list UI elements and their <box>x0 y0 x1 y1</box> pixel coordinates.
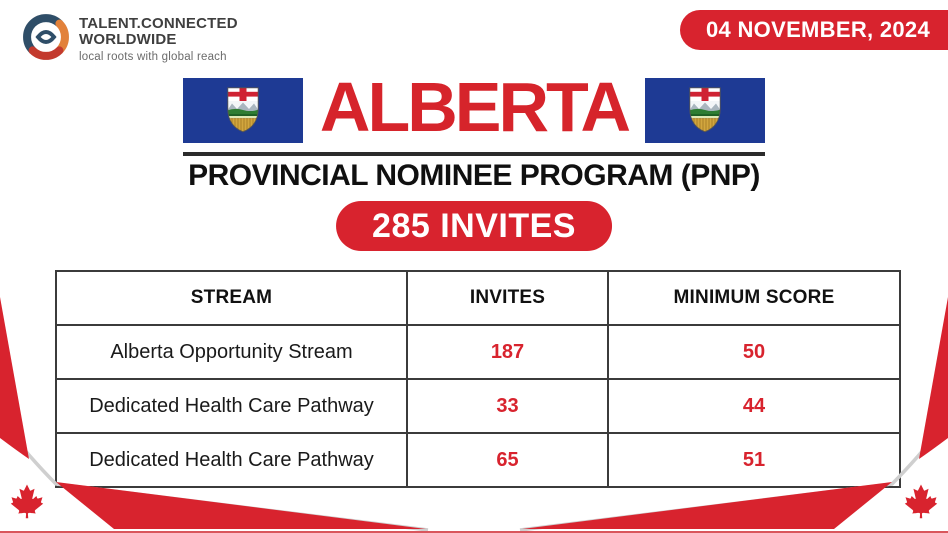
title-divider <box>183 152 765 156</box>
header-minimum-score: MINIMUM SCORE <box>607 270 901 326</box>
min-score-cell: 50 <box>607 324 901 380</box>
invites-cell: 65 <box>406 432 609 488</box>
date-badge: 04 NOVEMBER, 2024 <box>680 10 948 50</box>
table-row: Alberta Opportunity Stream 187 50 <box>55 324 901 380</box>
logo-line2: WORLDWIDE <box>79 30 177 48</box>
logo-text: TALENT.CONNECTED WORLDWIDE local roots w… <box>79 13 238 63</box>
table-header-row: STREAM INVITES MINIMUM SCORE <box>55 270 901 326</box>
logo-tagline: local roots with global reach <box>79 50 227 63</box>
invites-cell: 33 <box>406 378 609 434</box>
page-subtitle: PROVINCIAL NOMINEE PROGRAM (PNP) <box>188 159 760 192</box>
draw-results-table: STREAM INVITES MINIMUM SCORE Alberta Opp… <box>55 270 901 488</box>
table-row: Dedicated Health Care Pathway 33 44 <box>55 378 901 434</box>
invites-count-badge: 285 INVITES <box>336 201 612 251</box>
stream-cell: Dedicated Health Care Pathway <box>55 432 408 488</box>
table-row: Dedicated Health Care Pathway 65 51 <box>55 432 901 488</box>
page-title: ALBERTA <box>319 68 631 146</box>
min-score-cell: 44 <box>607 378 901 434</box>
invites-cell: 187 <box>406 324 609 380</box>
min-score-cell: 51 <box>607 432 901 488</box>
talent-connected-logo-icon <box>23 14 69 60</box>
bottom-accent-line <box>0 531 948 533</box>
header-stream: STREAM <box>55 270 408 326</box>
company-logo: TALENT.CONNECTED WORLDWIDE local roots w… <box>22 13 238 63</box>
logo-line1: TALENT.CONNECTED <box>79 15 238 32</box>
header-invites: INVITES <box>406 270 609 326</box>
stream-cell: Alberta Opportunity Stream <box>55 324 408 380</box>
stream-cell: Dedicated Health Care Pathway <box>55 378 408 434</box>
